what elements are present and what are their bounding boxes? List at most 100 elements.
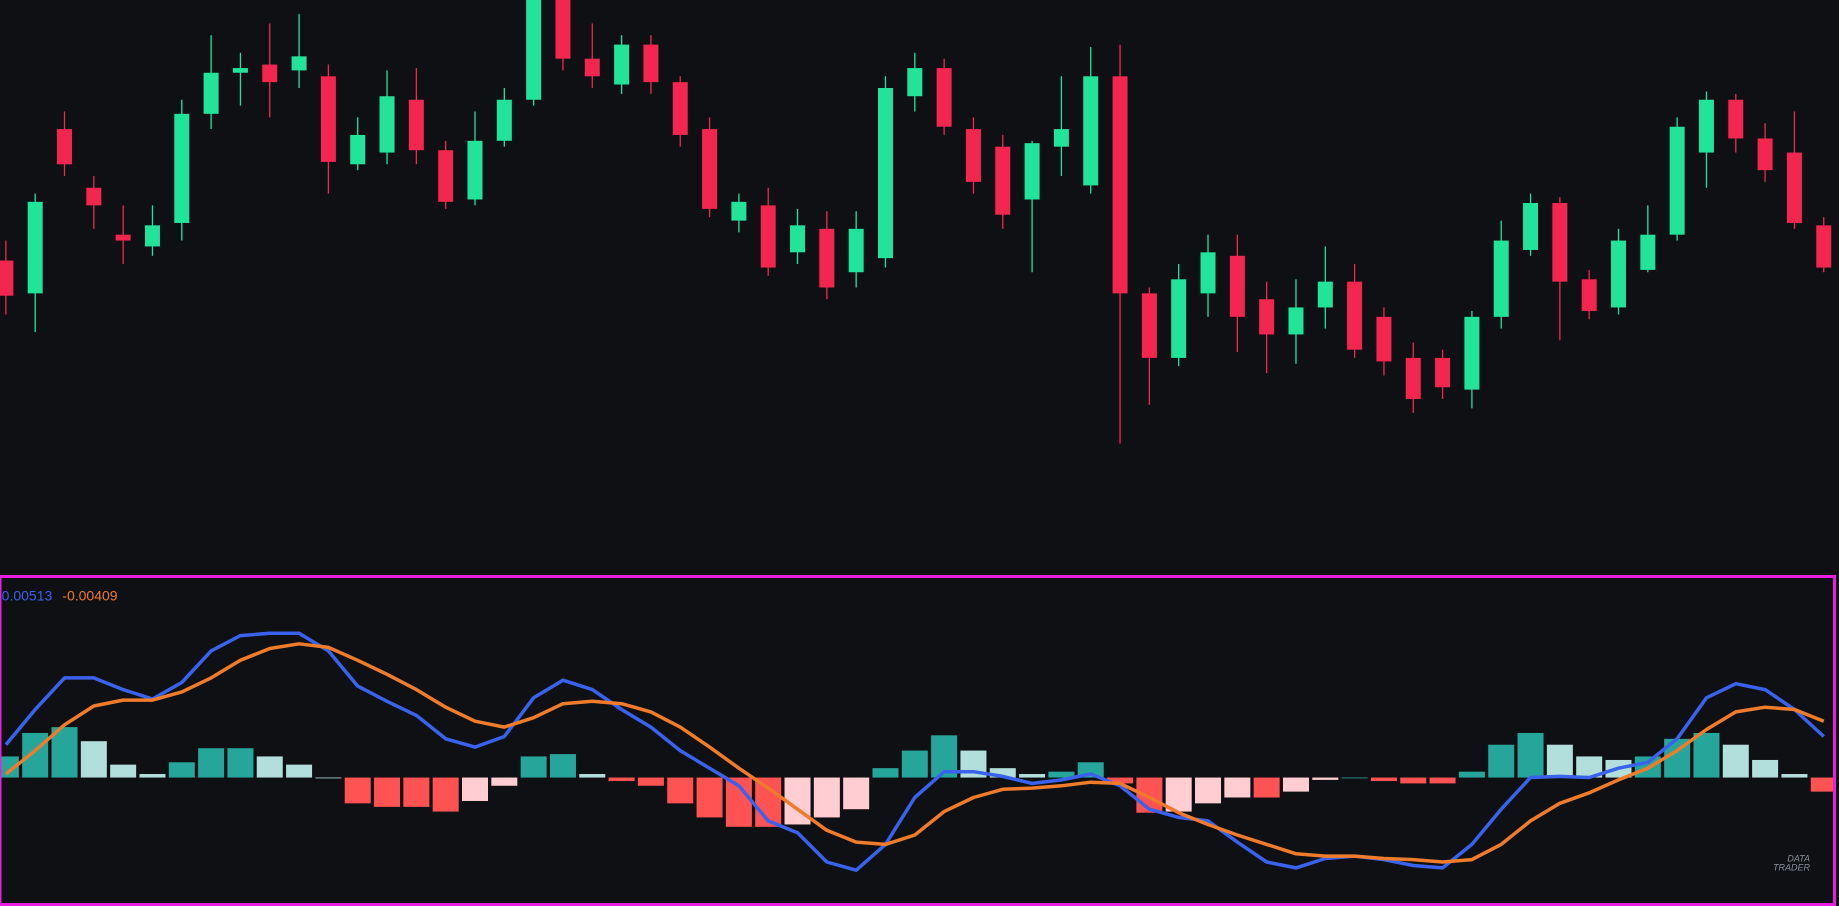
histogram-bar <box>1781 774 1808 778</box>
histogram-bar <box>608 777 635 782</box>
candle-body <box>936 68 952 127</box>
candle-body <box>1523 203 1539 250</box>
candle-body <box>1581 279 1597 311</box>
candle-body <box>702 129 718 209</box>
histogram-bar <box>374 777 401 807</box>
candle-body <box>262 64 278 83</box>
candle-body <box>1376 316 1392 362</box>
watermark: DATA <box>1787 853 1810 863</box>
candle-body <box>526 0 542 100</box>
candle-body <box>995 146 1011 215</box>
candle-body <box>614 44 630 85</box>
candle-body <box>1053 129 1069 147</box>
candle-body <box>848 228 864 273</box>
histogram-bar <box>1546 744 1573 778</box>
panel-border <box>0 575 1836 906</box>
candle-body <box>27 201 43 294</box>
candle-body <box>0 260 14 296</box>
histogram-bar <box>403 777 430 807</box>
candle-body <box>1112 76 1128 294</box>
candle-body <box>1611 240 1627 308</box>
histogram-bar <box>461 777 488 802</box>
histogram-bar <box>1693 732 1720 778</box>
candle-body <box>965 129 981 182</box>
candle-body <box>1816 225 1832 268</box>
histogram-bar <box>256 756 283 778</box>
histogram-bar <box>1165 777 1192 812</box>
candle-body <box>1405 357 1421 399</box>
histogram-bar <box>110 764 137 778</box>
candle-body <box>819 228 835 288</box>
candle-body <box>1728 99 1744 139</box>
histogram-bar <box>872 768 899 778</box>
histogram-bar <box>1752 759 1779 778</box>
histogram-bar <box>1048 771 1075 778</box>
histogram-bar <box>344 777 371 804</box>
candle-body <box>467 140 483 200</box>
macd-panel <box>0 631 1835 872</box>
histogram-bar <box>579 774 606 778</box>
histogram-bar <box>667 777 694 804</box>
histogram-bar <box>1253 777 1280 798</box>
histogram-bar <box>1341 777 1368 779</box>
histogram-bar <box>432 777 459 812</box>
candle-body <box>144 225 160 247</box>
candle-body <box>1317 281 1333 308</box>
histogram-bar <box>1195 777 1222 804</box>
candle-body <box>907 68 923 97</box>
histogram-bar <box>491 777 518 786</box>
histogram-bar <box>813 777 840 818</box>
histogram-bar <box>286 764 313 778</box>
histogram-bar <box>1224 777 1251 798</box>
candle-body <box>1288 307 1304 335</box>
candle-body <box>203 72 219 114</box>
histogram-bar <box>1722 744 1749 778</box>
histogram-bar <box>22 732 49 778</box>
candle-body <box>1259 299 1275 335</box>
candle-body <box>760 205 776 268</box>
candle-body <box>1200 252 1216 294</box>
candle-body <box>1024 143 1040 200</box>
candle-body <box>1698 99 1714 153</box>
histogram-bar <box>1576 756 1603 778</box>
candle-body <box>790 225 806 253</box>
histogram-bar <box>1458 771 1485 778</box>
candle-body <box>1229 255 1245 317</box>
price-panel <box>0 0 1832 444</box>
candle-body <box>1435 357 1451 388</box>
histogram-bar <box>1488 744 1515 778</box>
histogram-bar <box>1429 777 1456 784</box>
histogram-bar <box>80 741 107 778</box>
histogram-bar <box>637 777 664 786</box>
candle-body <box>672 82 688 135</box>
candle-body <box>1171 279 1187 358</box>
histogram-bar <box>1312 777 1339 780</box>
candle-body <box>1640 234 1656 270</box>
candle-body <box>496 99 512 141</box>
histogram-bar <box>1370 777 1397 782</box>
candle-body <box>57 129 73 165</box>
candle-body <box>115 234 131 241</box>
candle-body <box>232 68 248 73</box>
candle-body <box>731 201 747 221</box>
histogram-bar <box>315 777 342 779</box>
histogram-bar <box>1282 777 1309 792</box>
candle-body <box>86 187 102 206</box>
histogram-bar <box>168 762 195 778</box>
histogram-bar <box>1019 774 1046 778</box>
candle-body <box>1083 76 1099 186</box>
histogram-bar <box>696 777 723 818</box>
macd-line <box>4 631 1825 872</box>
histogram-bar <box>1810 777 1835 792</box>
histogram-bar <box>989 768 1016 778</box>
candle-body <box>584 58 600 77</box>
candle-body <box>320 76 336 162</box>
candle-body <box>1552 203 1568 282</box>
candle-body <box>1757 138 1773 171</box>
histogram-bar <box>0 756 19 778</box>
macd-line <box>4 642 1825 864</box>
candle-body <box>1347 281 1363 350</box>
candle-body <box>438 150 454 202</box>
candle-body <box>1786 152 1802 223</box>
